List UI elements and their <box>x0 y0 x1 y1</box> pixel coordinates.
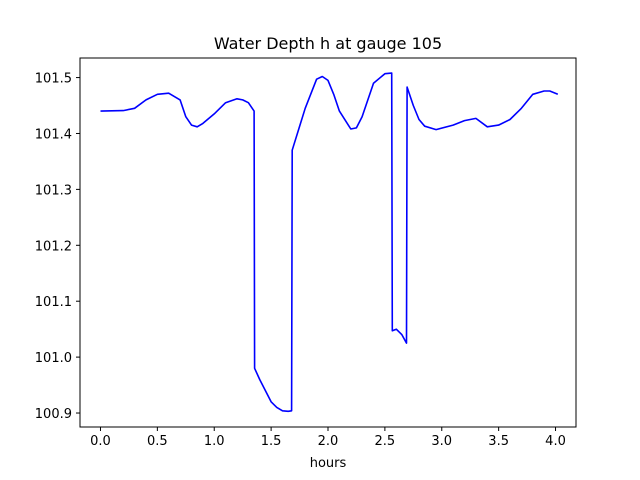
y-tick-label: 101.0 <box>35 351 72 366</box>
x-tick-label: 3.0 <box>431 434 452 449</box>
series-line <box>100 72 559 413</box>
x-tick-label: 4.0 <box>545 434 566 449</box>
y-axis-ticks: 100.9 101.0 101.1 101.2 101.3 101.4 101.5 <box>35 72 80 422</box>
x-tick-label: 2.5 <box>375 434 396 449</box>
x-tick-label: 2.0 <box>318 434 339 449</box>
x-tick-label: 1.5 <box>261 434 282 449</box>
x-axis-label: hours <box>310 456 347 471</box>
x-tick-label: 3.5 <box>488 434 509 449</box>
y-tick-label: 101.3 <box>35 183 72 198</box>
x-axis-ticks: 0.0 0.5 1.0 1.5 2.0 2.5 3.0 3.5 4.0 <box>90 427 566 449</box>
chart-title: Water Depth h at gauge 105 <box>214 34 442 53</box>
plot-frame <box>79 57 577 428</box>
y-tick-label: 101.2 <box>35 239 72 254</box>
x-tick-label: 1.0 <box>204 434 225 449</box>
y-tick-label: 100.9 <box>35 407 72 422</box>
y-tick-label: 101.5 <box>35 72 72 87</box>
y-tick-label: 101.1 <box>35 295 72 310</box>
x-tick-label: 0.5 <box>147 434 168 449</box>
x-tick-label: 0.0 <box>90 434 111 449</box>
y-tick-label: 101.4 <box>35 127 72 142</box>
